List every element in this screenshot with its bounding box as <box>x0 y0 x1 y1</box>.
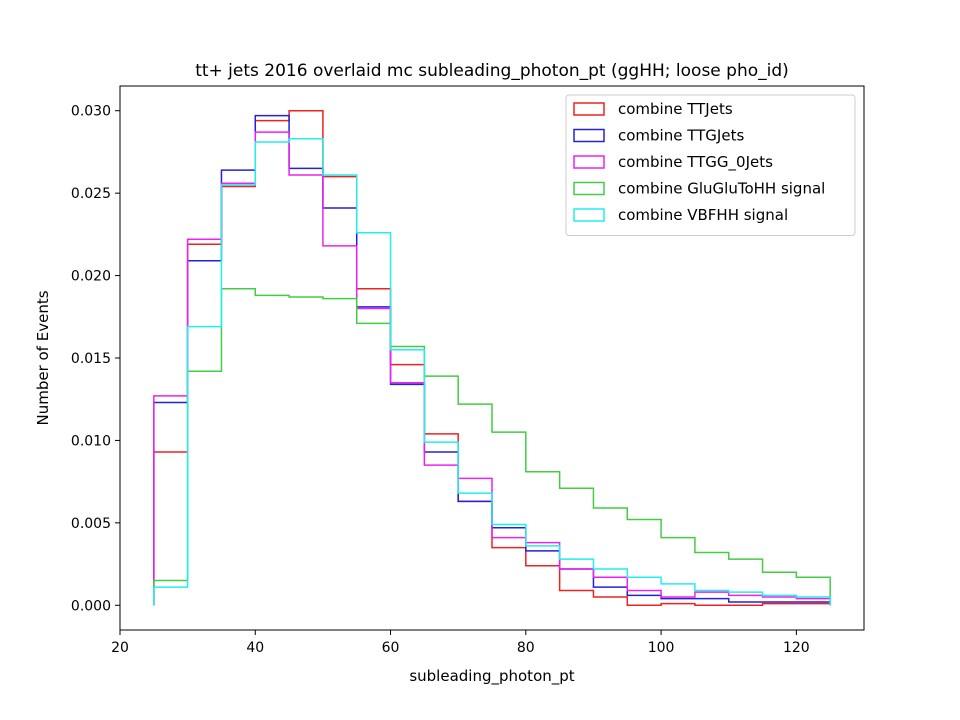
legend-swatch <box>573 128 605 143</box>
legend-label: combine TTJets <box>618 100 733 118</box>
x-tick-label: 120 <box>783 640 810 656</box>
legend-label: combine VBFHH signal <box>618 206 788 224</box>
y-tick-label: 0.025 <box>71 186 111 202</box>
legend-label: combine TTGJets <box>618 127 744 145</box>
y-axis-label: Number of Events <box>34 290 52 425</box>
legend-swatch <box>573 102 605 116</box>
legend-label: combine GluGluToHH signal <box>618 180 825 198</box>
legend-swatch <box>573 181 605 196</box>
series-line-4 <box>153 138 831 606</box>
legend-swatch <box>573 208 605 222</box>
legend-label: combine TTGG_0Jets <box>618 153 773 172</box>
legend: combine TTJets combine TTGJets combine TTG… <box>565 94 856 236</box>
y-axis: 0.000 0.005 0.010 0.015 0.020 0.025 0.030 <box>71 104 120 614</box>
y-tick-label: 0.015 <box>71 351 111 367</box>
x-tick-label: 20 <box>111 640 129 656</box>
y-tick-label: 0.020 <box>71 269 111 285</box>
x-tick-label: 100 <box>648 640 675 656</box>
legend-box <box>565 94 856 236</box>
y-tick-label: 0.010 <box>71 433 111 449</box>
chart-title: tt+ jets 2016 overlaid mc subleading_pho… <box>195 61 789 81</box>
y-tick-label: 0.000 <box>71 598 111 614</box>
x-tick-label: 80 <box>517 640 535 656</box>
y-tick-label: 0.005 <box>71 516 111 532</box>
x-tick-label: 60 <box>382 640 400 656</box>
x-axis-label: subleading_photon_pt <box>409 667 574 686</box>
x-tick-label: 40 <box>246 640 264 656</box>
legend-swatch <box>573 155 605 169</box>
series-line-3 <box>153 288 831 606</box>
y-tick-label: 0.030 <box>71 104 111 120</box>
plot-series <box>153 109 831 607</box>
x-axis: 20 40 60 80 100 120 <box>111 630 810 656</box>
